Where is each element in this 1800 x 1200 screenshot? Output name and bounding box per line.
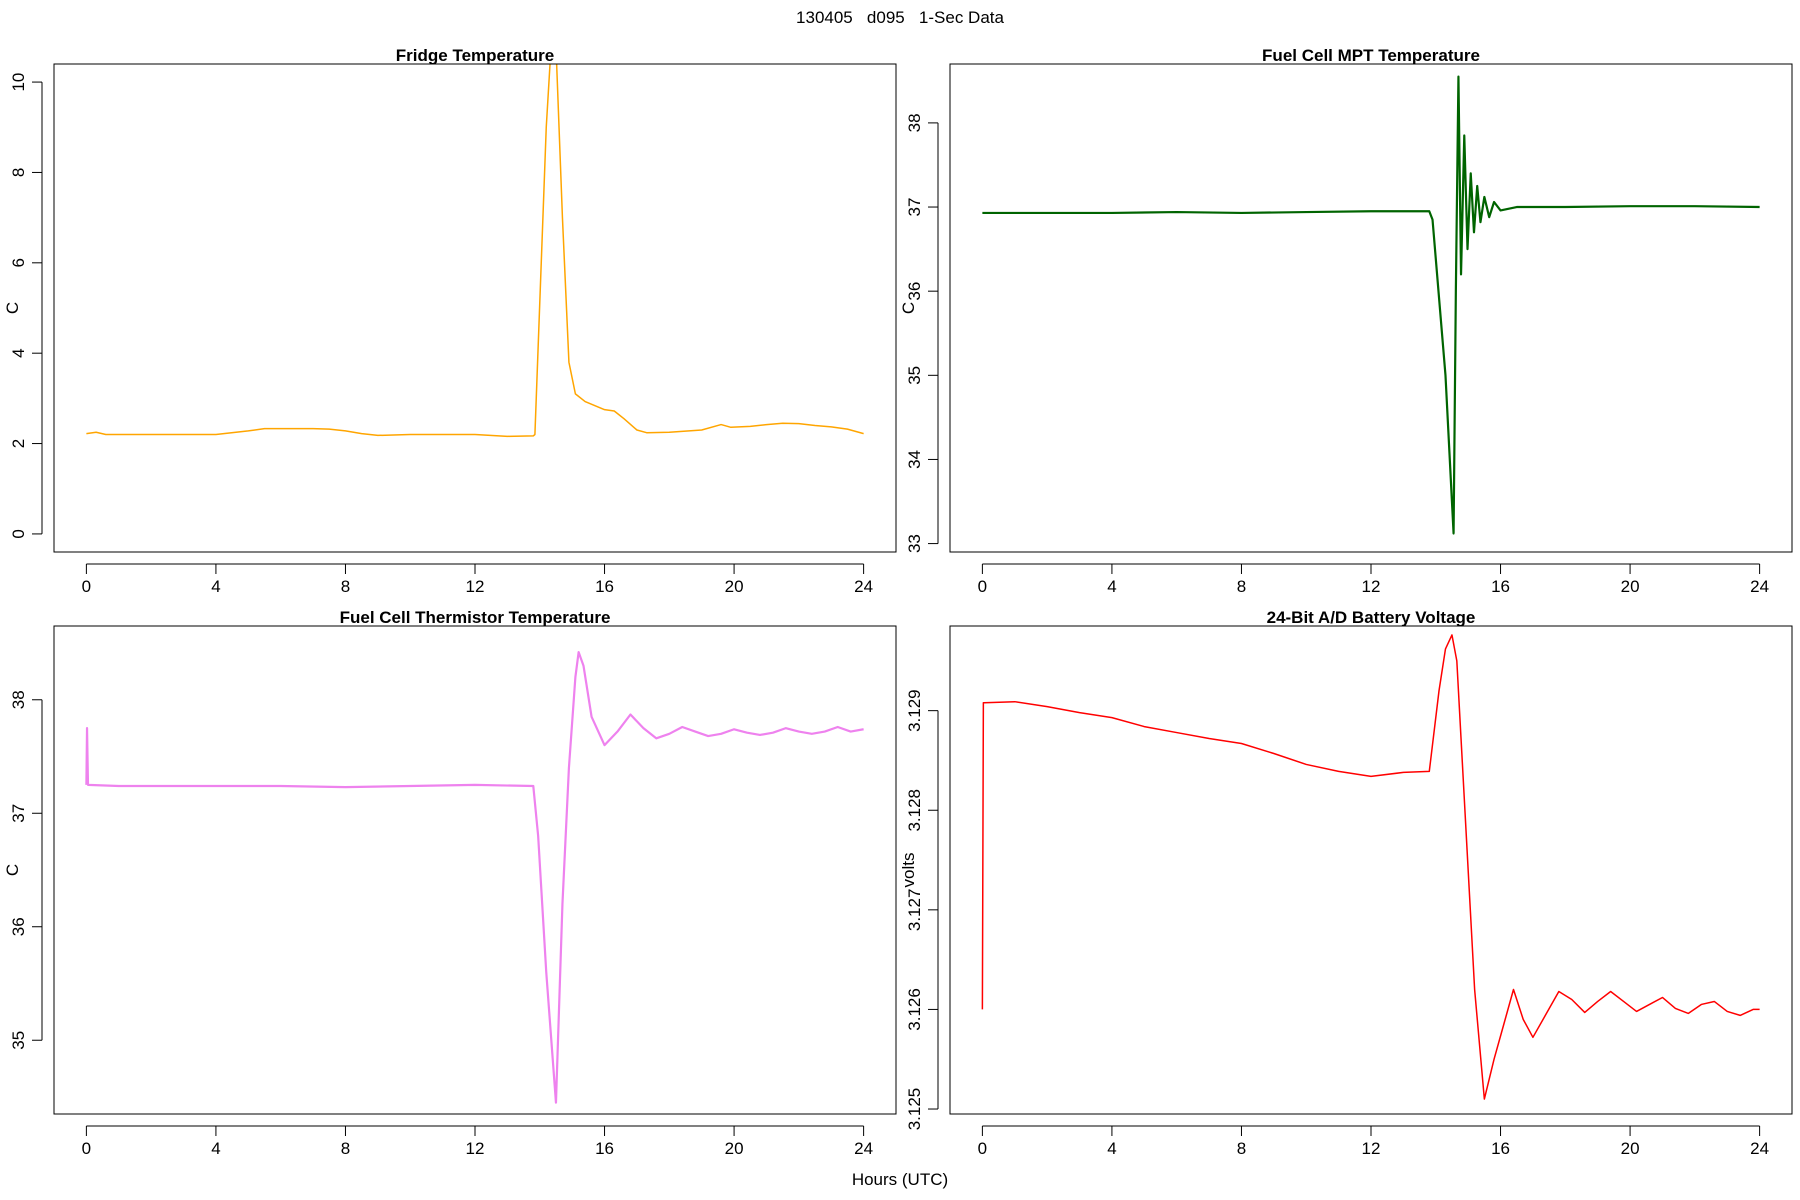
x-tick-label: 8 [341,1139,350,1158]
x-tick-label: 20 [725,1139,744,1158]
y-tick-label: 2 [9,439,28,448]
y-tick-label: 34 [905,450,924,469]
x-axis: 0 4 8 12 16 20 24 [978,1125,1769,1158]
figure-xlabel: Hours (UTC) [852,1170,948,1189]
series-line-2-1 [982,75,1760,535]
chart-title: Fuel Cell Thermistor Temperature [340,608,611,627]
x-tick-label: 24 [854,1139,873,1158]
x-tick-label: 4 [211,577,220,596]
x-tick-label: 12 [1362,577,1381,596]
y-tick-label: 33 [905,534,924,553]
y-tick-label: 3.126 [905,988,924,1031]
x-tick-label: 24 [1750,1139,1769,1158]
x-tick-label: 12 [466,577,485,596]
x-tick-label: 0 [978,577,987,596]
plot-frame [53,63,897,553]
y-axis: 3.125 3.126 3.127 3.128 3.129 [905,689,939,1131]
x-tick-label: 4 [211,1139,220,1158]
x-tick-label: 16 [595,1139,614,1158]
x-tick-label: 8 [1237,577,1246,596]
y-axis: 0 2 4 6 8 10 [9,73,43,539]
y-tick-label: 38 [9,690,28,709]
x-tick-label: 0 [978,1139,987,1158]
y-axis-label: C [3,864,22,876]
y-tick-label: 35 [9,1031,28,1050]
x-tick-label: 24 [1750,577,1769,596]
y-tick-label: 3.128 [905,789,924,832]
x-tick-label: 24 [854,577,873,596]
series-line-3-1 [85,650,864,1104]
x-tick-label: 4 [1107,1139,1116,1158]
y-axis-label: C [899,302,918,314]
x-tick-label: 16 [1491,1139,1510,1158]
y-tick-label: 38 [905,113,924,132]
figure-title: 130405 d095 1-Sec Data [796,8,1004,27]
chart-panel-2: Fuel Cell MPT Temperature 0 4 8 12 16 20 24 33 34… [899,46,1793,596]
y-tick-label: 8 [9,168,28,177]
chart-panel-3: Fuel Cell Thermistor Temperature 0 4 8 12 16 2… [3,608,897,1158]
series-line-4-1 [981,634,1760,1100]
y-tick-label: 35 [905,366,924,385]
x-axis: 0 4 8 12 16 20 24 [82,563,873,596]
y-tick-label: 3.127 [905,889,924,932]
y-tick-label: 3.129 [905,689,924,732]
x-tick-label: 12 [466,1139,485,1158]
y-axis-label: C [3,302,22,314]
chart-panel-4: 24-Bit A/D Battery Voltage 0 4 8 12 16 20 24 3.1… [899,608,1793,1158]
y-axis: 33 34 35 36 37 38 [905,113,939,553]
plot-frame [949,625,1793,1115]
x-tick-label: 0 [82,1139,91,1158]
y-tick-label: 37 [905,198,924,217]
y-tick-label: 6 [9,258,28,267]
plot-frame [53,625,897,1115]
chart-title: Fridge Temperature [396,46,554,65]
y-tick-label: 4 [9,348,28,357]
series-line-1-1 [86,64,864,438]
y-tick-label: 0 [9,529,28,538]
x-tick-label: 20 [1621,577,1640,596]
x-tick-label: 8 [1237,1139,1246,1158]
x-tick-label: 8 [341,577,350,596]
y-tick-label: 36 [9,917,28,936]
y-tick-label: 37 [9,804,28,823]
x-tick-label: 16 [1491,577,1510,596]
plot-frame [949,63,1793,553]
y-axis-label: volts [899,853,918,888]
x-tick-label: 20 [1621,1139,1640,1158]
x-tick-label: 20 [725,577,744,596]
x-tick-label: 0 [82,577,91,596]
y-tick-label: 36 [905,282,924,301]
y-tick-label: 10 [9,73,28,92]
x-axis: 0 4 8 12 16 20 24 [82,1125,873,1158]
chart-title: Fuel Cell MPT Temperature [1262,46,1480,65]
x-tick-label: 4 [1107,577,1116,596]
x-tick-label: 16 [595,577,614,596]
x-tick-label: 12 [1362,1139,1381,1158]
y-axis: 35 36 37 38 [9,690,43,1050]
y-tick-label: 3.125 [905,1088,924,1131]
x-axis: 0 4 8 12 16 20 24 [978,563,1769,596]
chart-title: 24-Bit A/D Battery Voltage [1267,608,1476,627]
